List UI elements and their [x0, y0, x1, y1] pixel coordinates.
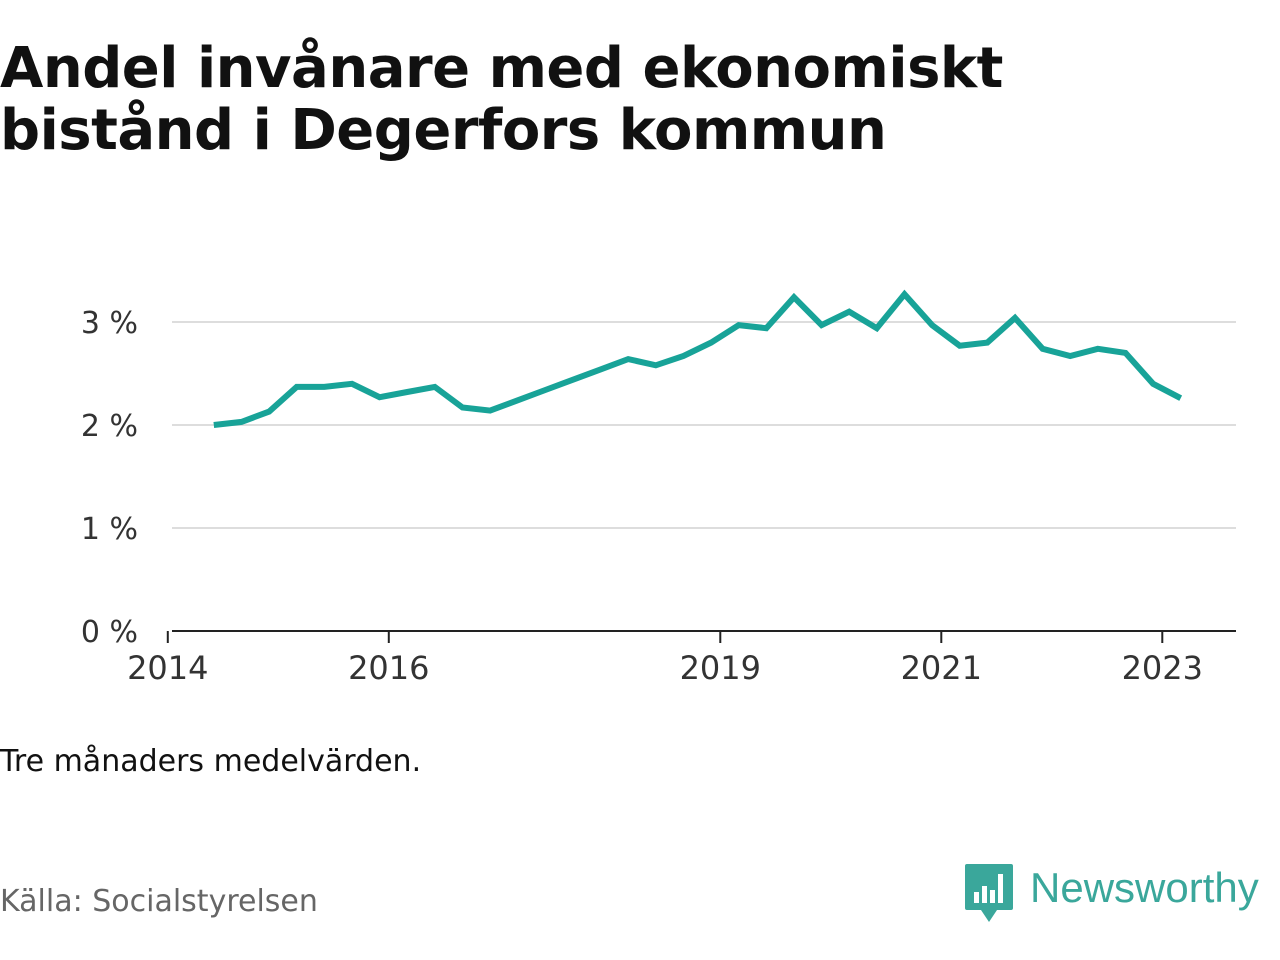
chart-title: Andel invånare med ekonomiskt bistånd i …: [0, 38, 1270, 162]
y-tick-label: 1 %: [81, 512, 138, 547]
x-tick-label: 2019: [680, 649, 761, 687]
newsworthy-logo: Newsworthy: [964, 862, 1259, 924]
newsworthy-logo-icon: [964, 862, 1014, 928]
x-tick-label: 2016: [348, 649, 429, 687]
x-tick-label: 2021: [901, 649, 982, 687]
y-tick-label: 3 %: [81, 306, 138, 341]
source-credit: Källa: Socialstyrelsen: [0, 884, 318, 919]
brand-name: Newsworthy: [1030, 864, 1259, 911]
line-chart: 0 % 1 % 2 % 3 % 2014 2016 2019 2021 2023: [81, 289, 1236, 687]
y-tick-label: 2 %: [81, 409, 138, 444]
chart-note: Tre månaders medelvärden.: [0, 744, 422, 779]
x-tick-label: 2023: [1122, 649, 1203, 687]
chart-title-line-2: bistånd i Degerfors kommun: [0, 98, 887, 163]
x-tick-label: 2014: [127, 649, 208, 687]
y-tick-label: 0 %: [81, 615, 138, 650]
chart-title-line-1: Andel invånare med ekonomiskt: [0, 36, 1003, 101]
series-line: [213, 289, 1183, 428]
